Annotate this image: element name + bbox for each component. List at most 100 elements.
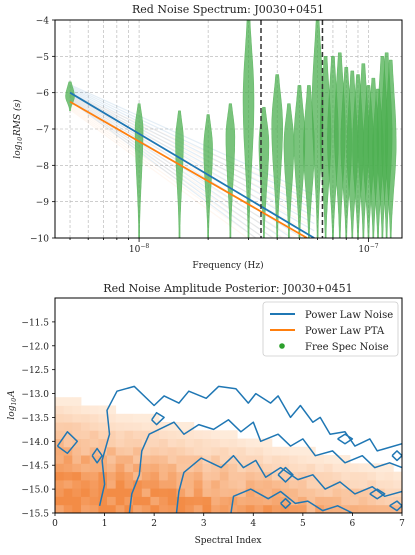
power-law-draw xyxy=(69,107,257,238)
heatmap-cell xyxy=(211,438,221,448)
heatmap-cell xyxy=(367,471,377,481)
heatmap-cell xyxy=(202,479,212,489)
contour-line xyxy=(369,488,386,500)
heatmap-cell xyxy=(124,422,134,431)
heatmap-cell xyxy=(185,471,195,481)
heatmap-cell xyxy=(176,438,186,448)
heatmap-cell xyxy=(280,455,290,464)
power-law-draw xyxy=(69,89,315,225)
heatmap-cell xyxy=(211,496,221,506)
power-law-draw xyxy=(69,105,275,238)
heatmap-cell xyxy=(323,488,333,497)
spectrum-panel: Red Noise Spectrum: J0030+0451 −4 −5 −6 −7 −… xyxy=(12,3,403,271)
heatmap-cell xyxy=(124,471,134,481)
heatmap-cell xyxy=(237,455,247,464)
heatmap-cell xyxy=(55,413,65,423)
heatmap-cell xyxy=(349,463,359,473)
heatmap-cell xyxy=(254,504,264,513)
heatmap-cell xyxy=(237,479,247,489)
contour-line xyxy=(175,454,402,513)
spectrum-xtick-label: 10−8 xyxy=(129,243,149,255)
heatmap-cell xyxy=(115,496,125,506)
heatmap-cell xyxy=(193,446,203,456)
heatmap-cell xyxy=(150,430,160,439)
power-law-draw xyxy=(69,97,308,217)
heatmap-cell xyxy=(315,496,325,506)
heatmap-cell xyxy=(167,496,177,506)
heatmap-cell xyxy=(358,488,368,497)
heatmap-cell xyxy=(89,496,99,506)
heatmap-cell xyxy=(228,446,238,456)
heatmap-cell xyxy=(81,446,91,456)
heatmap-cell xyxy=(202,488,212,497)
heatmap-cell xyxy=(107,430,117,439)
heatmap-cell xyxy=(133,496,143,506)
heatmap-cell xyxy=(228,471,238,481)
heatmap-cell xyxy=(263,504,273,513)
heatmap-cell xyxy=(167,488,177,497)
heatmap-cell xyxy=(81,504,91,513)
heatmap-cell xyxy=(393,471,402,481)
heatmap-cell xyxy=(393,479,402,489)
heatmap-cell xyxy=(245,446,255,456)
heatmap-cell xyxy=(254,496,264,506)
heatmap-cell xyxy=(289,455,299,464)
posterior-ytick-label: −12.5 xyxy=(21,366,49,376)
heatmap-cell xyxy=(159,471,169,481)
heatmap-cell xyxy=(297,504,307,513)
heatmap-cell xyxy=(306,479,316,489)
heatmap-cell xyxy=(297,479,307,489)
heatmap-cell xyxy=(306,504,316,513)
heatmap-cell xyxy=(55,405,65,415)
heatmap-cell xyxy=(115,479,125,489)
posterior-xtick-label: 3 xyxy=(201,519,207,529)
heatmap-cell xyxy=(211,430,221,439)
heatmap-cell xyxy=(289,463,299,473)
spectrum-ytick-label: −6 xyxy=(36,89,50,99)
legend-label-free-spec-noise: Free Spec Noise xyxy=(305,342,389,353)
power-law-pta-line xyxy=(69,100,308,238)
heatmap-cell xyxy=(107,488,117,497)
spectrum-ytick-label: −9 xyxy=(36,198,50,208)
heatmap-cell xyxy=(297,471,307,481)
contour-line xyxy=(337,433,354,445)
heatmap-cell xyxy=(237,438,247,448)
heatmap-cell xyxy=(150,455,160,464)
heatmap-cell xyxy=(124,488,134,497)
heatmap-cell xyxy=(150,471,160,481)
heatmap-cell xyxy=(245,488,255,497)
contour-line xyxy=(389,500,402,512)
heatmap-cell xyxy=(81,471,91,481)
heatmap-cell xyxy=(237,463,247,473)
heatmap-cell xyxy=(297,446,307,456)
heatmap-cell xyxy=(202,463,212,473)
heatmap-cell xyxy=(55,422,65,431)
heatmap-cell xyxy=(63,504,73,513)
posterior-ytick-label: −15.5 xyxy=(21,510,49,520)
heatmap-cell xyxy=(124,438,134,448)
heatmap-cell xyxy=(72,405,82,415)
heatmap-cell xyxy=(376,471,386,481)
heatmap-cell xyxy=(245,496,255,506)
heatmap-cell xyxy=(81,496,91,506)
heatmap-cell xyxy=(349,496,359,506)
violin xyxy=(242,20,255,238)
posterior-ytick-label: −11.5 xyxy=(21,318,49,328)
heatmap-cell xyxy=(63,496,73,506)
heatmap-cell xyxy=(263,438,273,448)
heatmap-cell xyxy=(263,455,273,464)
posterior-xtick-label: 2 xyxy=(151,519,157,529)
heatmap-cell xyxy=(176,496,186,506)
posterior-ytick-label: −14.0 xyxy=(21,438,49,448)
heatmap-cell xyxy=(219,463,229,473)
heatmap-cell xyxy=(159,479,169,489)
heatmap-cell xyxy=(141,438,151,448)
heatmap-cell xyxy=(150,438,160,448)
heatmap-cell xyxy=(63,455,73,464)
heatmap-cell xyxy=(98,471,108,481)
heatmap-cell xyxy=(245,504,255,513)
heatmap-cell xyxy=(141,479,151,489)
posterior-ytick-label: −14.5 xyxy=(21,462,49,472)
heatmap-cell xyxy=(219,446,229,456)
heatmap-cell xyxy=(341,504,351,513)
